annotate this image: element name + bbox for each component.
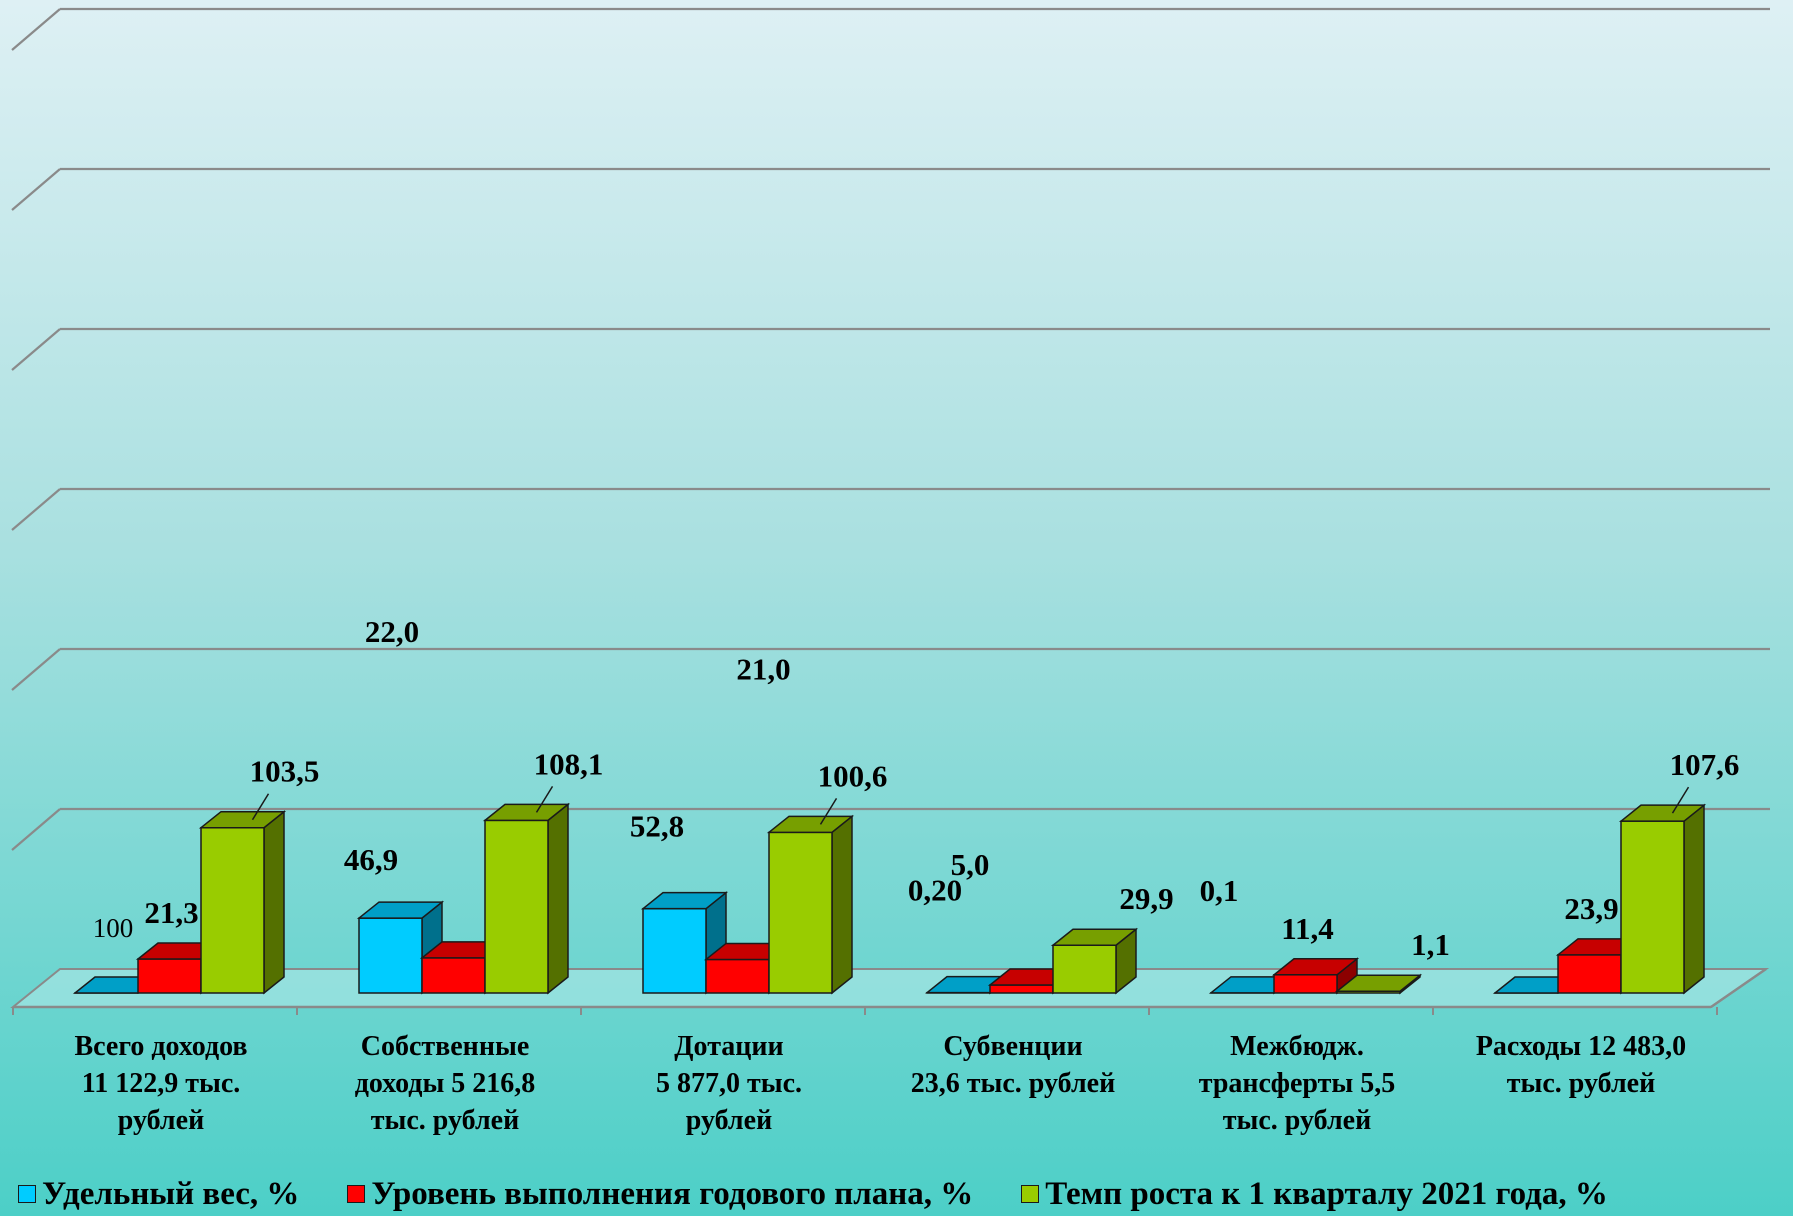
bar-growth (484, 819, 549, 994)
data-label: 100,6 (818, 758, 888, 793)
bar-top-growth (482, 803, 571, 822)
bar-top-growth (766, 815, 855, 834)
data-label-leader (251, 793, 270, 821)
x-tick-label: Всего доходов 11 122,9 тыс. рублей (74, 1031, 247, 1136)
x-tick-label: Дотации 5 877,0 тыс. рублей (656, 1031, 802, 1136)
data-label: 21,0 (736, 651, 790, 686)
legend-label-growth: Темп роста к 1 кварталу 2021 года, % (1045, 1175, 1608, 1212)
legend-swatch-red (347, 1185, 366, 1203)
data-label: 21,3 (144, 895, 198, 930)
data-label: 100 (93, 913, 134, 943)
bar-growth (1620, 820, 1685, 994)
x-tick-label: Субвенции 23,6 тыс. рублей (911, 1031, 1115, 1099)
gridline-diagonal (11, 648, 61, 691)
legend: Удельный вес, % Уровень выполнения годов… (18, 1174, 1788, 1214)
bar-top-share (356, 901, 445, 919)
bar-top-plan (1271, 958, 1360, 976)
data-label: 1,1 (1411, 927, 1450, 962)
bar-growth (768, 831, 833, 994)
bar-top-growth (198, 810, 287, 829)
bar-side-growth (547, 802, 569, 995)
gridline-diagonal (11, 808, 61, 851)
legend-item-share: Удельный вес, % (18, 1176, 299, 1213)
data-label: 11,4 (1281, 911, 1334, 946)
bar-plan (421, 957, 486, 994)
data-label-leader (819, 797, 838, 825)
legend-item-growth: Темп роста к 1 кварталу 2021 года, % (1021, 1176, 1608, 1213)
data-label: 46,9 (344, 842, 398, 877)
gridline-diagonal (11, 328, 61, 371)
data-label: 108,1 (534, 746, 604, 781)
bar-top-growth (1618, 804, 1707, 822)
x-axis-depth (1710, 967, 1767, 1009)
gridline-diagonal (11, 488, 61, 531)
gridline-diagonal (11, 8, 61, 51)
bar-growth (200, 826, 265, 994)
data-label: 52,8 (630, 809, 684, 844)
bar-plan (1273, 974, 1338, 994)
x-tick-label: Межбюдж. трансферты 5,5 тыс. рублей (1199, 1031, 1395, 1136)
legend-label-plan: Уровень выполнения годового плана, % (371, 1175, 974, 1212)
bar-chart-3d: 100 21,3 103,5 46,9 22,0 108,1 52,8 21,0 100,6 0,… (10, 7, 1770, 1136)
legend-swatch-blue (18, 1185, 36, 1203)
bar-side-growth (1683, 803, 1705, 995)
data-label: 29,9 (1119, 881, 1173, 916)
bar-plan (705, 958, 770, 994)
bar-top-growth (1050, 928, 1139, 946)
bar-side-growth (831, 814, 853, 995)
data-label: 22,0 (365, 614, 419, 649)
bar-plan (137, 958, 202, 994)
data-label: 23,9 (1564, 891, 1618, 926)
bar-plan (989, 984, 1054, 994)
data-label-leader (1671, 786, 1690, 814)
data-label: 107,6 (1670, 747, 1740, 782)
data-label: 103,5 (250, 754, 320, 789)
data-label: 5,0 (951, 847, 990, 882)
gridline-diagonal (11, 168, 61, 211)
bar-top-growth (1334, 974, 1423, 992)
x-tick-label: Расходы 12 483,0 тыс. рублей (1476, 1031, 1686, 1099)
bar-share (642, 907, 707, 994)
legend-swatch-green (1021, 1185, 1040, 1203)
legend-item-plan: Уровень выполнения годового плана, % (347, 1176, 973, 1213)
data-label: 0,20 (908, 873, 962, 908)
data-label-leader (535, 785, 554, 813)
bar-growth (1052, 944, 1117, 994)
bar-plan (1557, 954, 1622, 994)
x-tick-label: Собственные доходы 5 216,8 тыс. рублей (355, 1031, 536, 1136)
data-label: 0,1 (1200, 873, 1239, 908)
legend-label-share: Удельный вес, % (42, 1175, 300, 1212)
bar-side-growth (263, 810, 285, 995)
bar-share (358, 917, 423, 994)
bar-top-share (640, 891, 729, 910)
